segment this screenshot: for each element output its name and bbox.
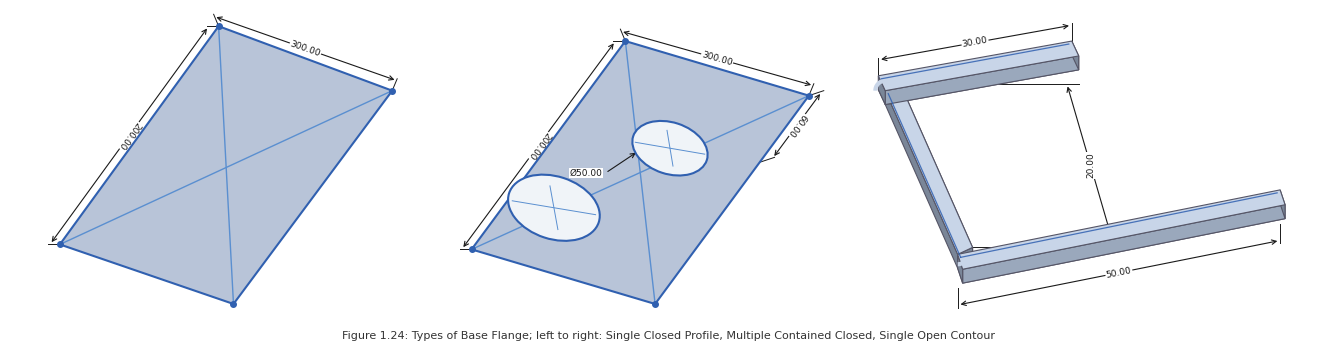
Polygon shape (886, 91, 958, 268)
Text: 200.00: 200.00 (116, 120, 142, 151)
Text: 30.00: 30.00 (962, 36, 989, 49)
Text: 300.00: 300.00 (701, 50, 733, 67)
Polygon shape (958, 204, 1284, 283)
Polygon shape (886, 56, 1078, 105)
Text: 60.00: 60.00 (785, 112, 808, 138)
Text: Figure 1.24: Types of Base Flange; left to right: Single Closed Profile, Multipl: Figure 1.24: Types of Base Flange; left … (343, 331, 995, 341)
Polygon shape (878, 76, 886, 105)
Polygon shape (958, 247, 973, 268)
Polygon shape (471, 41, 809, 304)
Polygon shape (60, 26, 392, 304)
Polygon shape (958, 254, 962, 283)
Ellipse shape (633, 121, 708, 175)
Text: 20.00: 20.00 (1086, 153, 1094, 178)
Text: Ø50.00: Ø50.00 (570, 168, 602, 177)
Polygon shape (1072, 41, 1078, 70)
Polygon shape (878, 55, 1078, 105)
Polygon shape (878, 41, 1078, 91)
Polygon shape (1280, 190, 1284, 219)
Polygon shape (886, 84, 973, 254)
Text: 50.00: 50.00 (1105, 266, 1132, 280)
Text: 200.00: 200.00 (526, 130, 551, 161)
Text: 300.00: 300.00 (289, 39, 322, 58)
Polygon shape (900, 84, 973, 261)
Polygon shape (962, 205, 1284, 283)
Ellipse shape (508, 175, 599, 241)
Polygon shape (958, 190, 1284, 269)
